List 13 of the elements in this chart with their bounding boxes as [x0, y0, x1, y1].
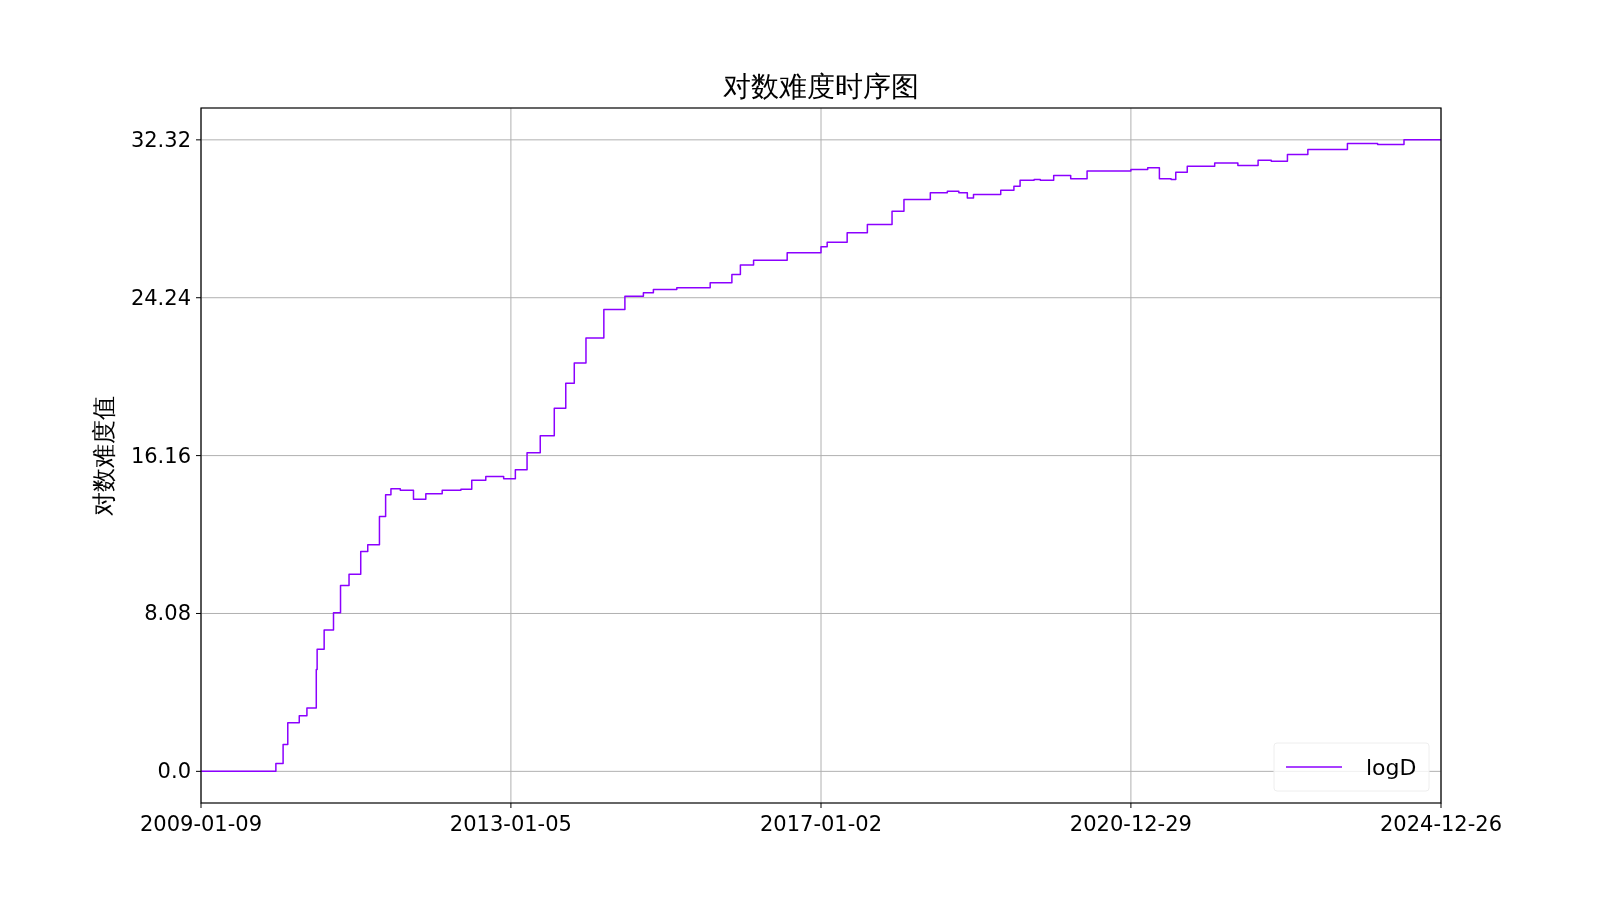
y-tick-label: 8.08 — [144, 601, 191, 626]
legend-label: logD — [1366, 755, 1417, 780]
chart-title: 对数难度时序图 — [723, 70, 919, 103]
x-tick-label: 2009-01-09 — [139, 812, 263, 836]
y-tick-label: 24.24 — [130, 285, 191, 310]
x-tick-label: 2013-01-05 — [449, 812, 572, 836]
y-axis-title: 对数难度值 — [90, 395, 118, 516]
y-tick-label: 0.0 — [157, 759, 191, 784]
y-tick-label: 32.32 — [130, 127, 191, 152]
x-tick-label: 2017-01-02 — [759, 812, 883, 836]
x-tick-label: 2024-12-26 — [1379, 812, 1503, 836]
y-tick-label: 16.16 — [130, 443, 191, 468]
x-tick-label: 2020-12-29 — [1069, 812, 1192, 836]
